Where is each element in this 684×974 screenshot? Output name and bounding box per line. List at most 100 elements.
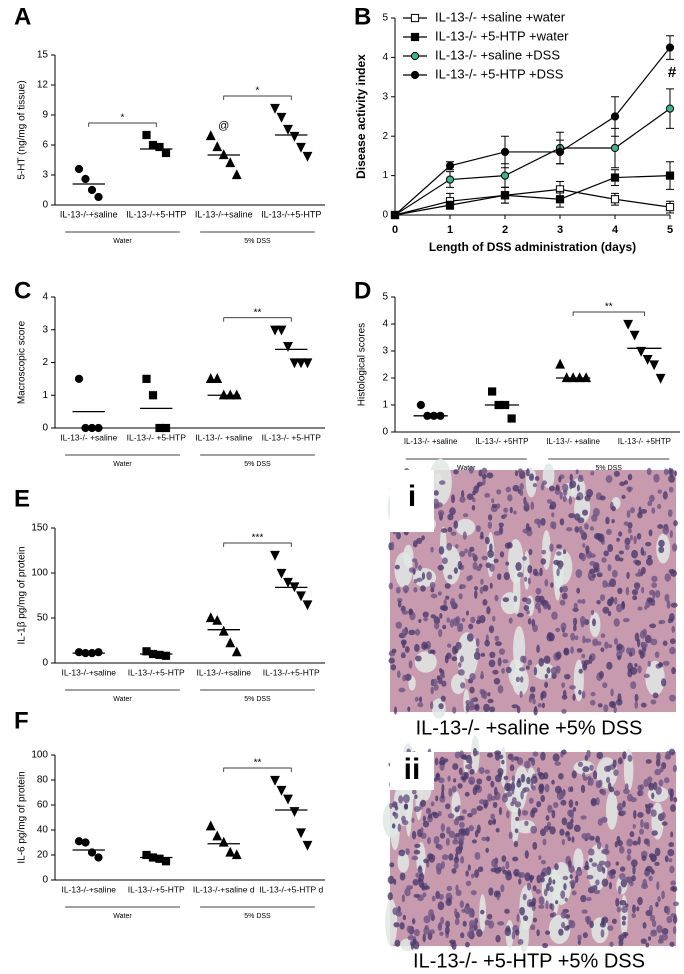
nucleus [531,758,536,767]
x-tick-label: IL-13-/- +saline [404,437,458,446]
nucleus [614,841,618,848]
panel-letter: D [354,277,371,304]
nucleus [623,521,629,526]
nucleus [498,648,506,655]
nucleus [609,941,614,947]
nucleus [465,703,470,713]
nucleus [393,922,400,928]
nucleus [486,752,493,758]
nucleus [514,828,519,834]
lumen [645,660,665,696]
nucleus [437,509,445,517]
nucleus [527,564,533,574]
nucleus [621,600,625,608]
nucleus [602,682,608,689]
nucleus [543,888,548,897]
nucleus [454,751,461,759]
nucleus [469,686,475,694]
nucleus [582,766,590,773]
nucleus [437,901,445,911]
nucleus [654,847,661,857]
nucleus [672,901,680,907]
nucleus [551,512,555,518]
nucleus [462,531,467,540]
y-tick-label: 80 [37,775,49,786]
nucleus [401,628,407,638]
nucleus [651,919,657,928]
nucleus [639,784,645,791]
nucleus [443,599,447,607]
nucleus [597,703,603,708]
nucleus [511,786,515,795]
lumen [403,544,414,568]
nucleus [626,486,633,492]
nucleus [538,783,544,790]
nucleus [518,871,526,878]
data-point [665,43,675,52]
nucleus [665,750,671,760]
nucleus [614,554,620,562]
nucleus [480,670,484,680]
nucleus [619,481,626,487]
nucleus [616,643,623,651]
nucleus [411,918,416,925]
nucleus [629,880,634,887]
x-tick-label: 2 [502,224,508,236]
nucleus [626,854,632,861]
nucleus [651,507,656,514]
nucleus [630,681,637,690]
nucleus [507,494,513,502]
x-tick-label: IL-13-/- +saline [60,432,117,442]
nucleus [657,524,664,529]
nucleus [462,513,469,518]
nucleus [641,855,647,861]
nucleus [398,849,406,857]
nucleus [613,470,620,477]
lumen [397,851,410,873]
nucleus [391,823,396,829]
nucleus [418,618,422,624]
nucleus [454,918,460,926]
nucleus [570,646,574,654]
nucleus [476,805,484,811]
nucleus [534,476,540,481]
data-point [289,358,300,369]
nucleus [592,770,598,780]
nucleus [556,568,560,577]
nucleus [424,925,429,931]
nucleus [580,621,585,628]
data-point [276,325,287,336]
nucleus [624,876,632,883]
nucleus [417,702,424,708]
nucleus [466,493,474,500]
nucleus [581,909,588,914]
nucleus [671,625,676,634]
nucleus [636,532,642,540]
nucleus [531,897,537,906]
nucleus [608,882,613,890]
nucleus [617,757,623,765]
nucleus [633,582,641,590]
group-label: Water [113,696,132,703]
lumen [456,632,479,679]
nucleus [524,501,529,508]
nucleus [663,777,670,784]
nucleus [397,823,401,832]
nucleus [534,602,541,610]
nucleus [513,595,518,603]
nucleus [552,879,556,885]
nucleus [395,621,403,629]
nucleus [449,618,455,628]
nucleus [600,633,606,639]
nucleus [436,675,441,681]
nucleus [450,597,456,607]
nucleus [441,557,448,565]
micrograph [387,458,678,719]
nucleus [543,772,549,780]
data-point [87,185,97,195]
nucleus [607,544,614,553]
nucleus [526,468,530,477]
panel-letter: C [14,277,31,304]
nucleus [587,780,591,786]
nucleus [393,812,399,819]
